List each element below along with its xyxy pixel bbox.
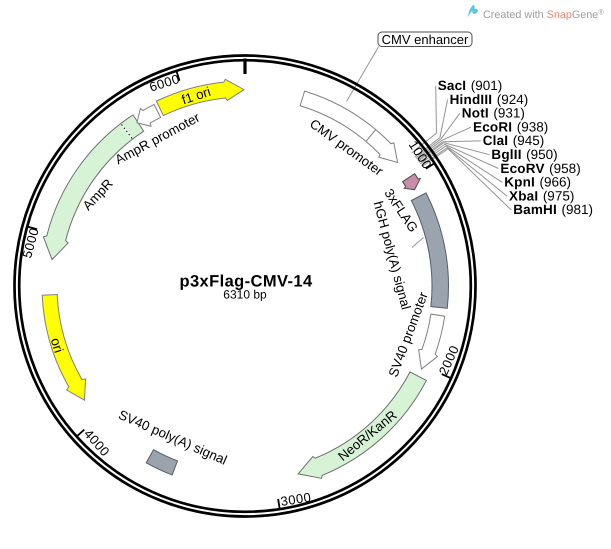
svg-text:3000: 3000: [280, 489, 313, 509]
svg-text:BamHI(981): BamHI (981): [513, 202, 593, 217]
svg-text:EcoRI(938): EcoRI (938): [473, 119, 548, 134]
svg-text:ori: ori: [48, 336, 67, 355]
svg-text:EcoRV(958): EcoRV (958): [500, 161, 580, 176]
svg-text:HindIII(924): HindIII (924): [450, 92, 529, 107]
svg-text:SacI(901): SacI (901): [438, 78, 503, 93]
svg-text:6310 bp: 6310 bp: [223, 288, 267, 302]
svg-text:p3xFlag-CMV-14: p3xFlag-CMV-14: [179, 273, 312, 291]
svg-text:NotI(931): NotI (931): [462, 106, 525, 121]
svg-text:CMV enhancer: CMV enhancer: [382, 32, 469, 47]
svg-text:ClaI(945): ClaI (945): [483, 133, 545, 148]
svg-text:Created with SnapGene®: Created with SnapGene®: [483, 8, 604, 22]
